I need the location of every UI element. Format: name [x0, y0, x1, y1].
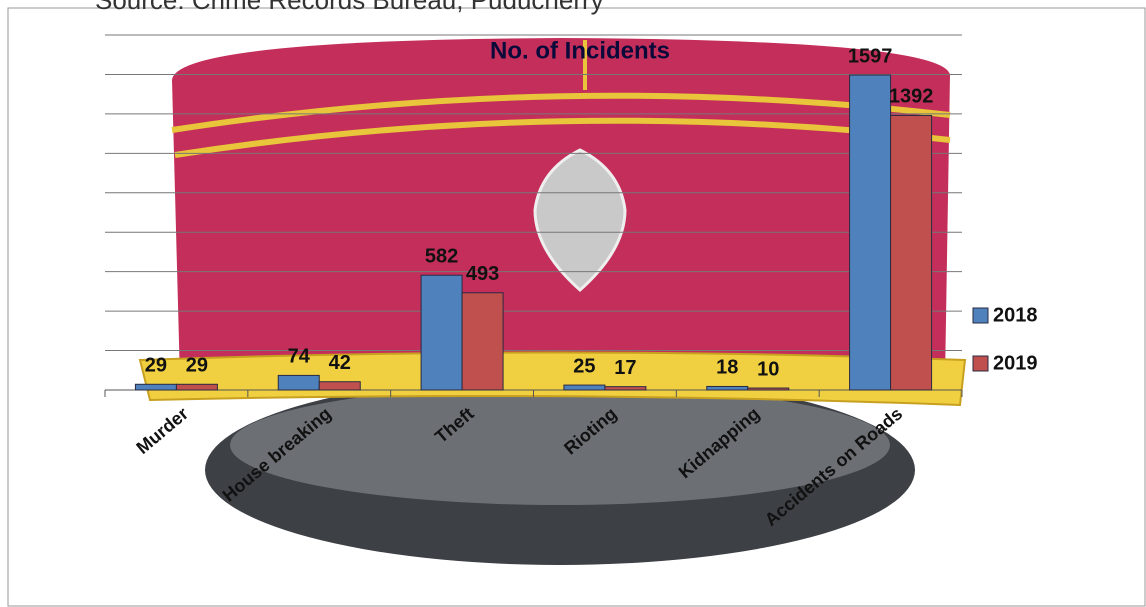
data-label: 29 [186, 355, 208, 377]
bar [461, 292, 504, 391]
data-label: 10 [757, 358, 779, 380]
braid [138, 351, 967, 407]
data-label: 1597 [848, 45, 893, 67]
bar [706, 385, 749, 391]
visor-shine [230, 385, 890, 505]
data-label: 42 [329, 352, 351, 374]
gold-band [171, 92, 951, 133]
legend-swatch [972, 307, 989, 324]
data-label: 17 [614, 357, 636, 379]
bar [849, 74, 892, 391]
bar [318, 381, 361, 391]
bar [134, 383, 177, 391]
cap-background [138, 38, 967, 565]
bar [604, 386, 647, 391]
gold-band [174, 117, 951, 158]
bar [890, 114, 933, 391]
bar [175, 383, 218, 391]
data-label: 582 [425, 245, 458, 267]
bar [277, 374, 320, 391]
chart-title: No. of Incidents [490, 37, 670, 64]
bar [420, 274, 463, 391]
data-label: 18 [716, 357, 738, 379]
data-label: 25 [573, 355, 595, 377]
legend-swatch [972, 355, 989, 372]
source: Source: Crime Records Bureau, Puducherry [95, 0, 604, 15]
data-label: 74 [288, 346, 311, 368]
badge [533, 148, 627, 293]
data-label: 1392 [889, 86, 934, 108]
legend-label: 2018 [993, 304, 1038, 326]
legend-label: 2019 [993, 352, 1038, 374]
bar [563, 384, 606, 391]
data-label: 493 [466, 263, 499, 285]
bar [747, 387, 790, 391]
data-label: 29 [145, 355, 167, 377]
